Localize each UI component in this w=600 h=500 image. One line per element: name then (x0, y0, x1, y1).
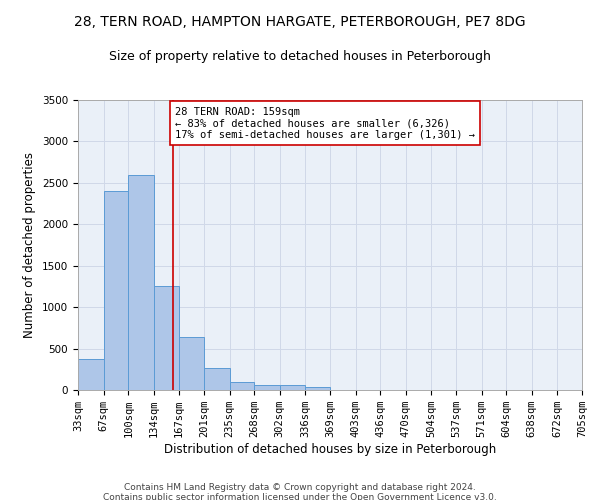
Text: Contains public sector information licensed under the Open Government Licence v3: Contains public sector information licen… (103, 492, 497, 500)
Bar (154, 286, 179, 390)
Bar (204, 368, 229, 390)
Bar (229, 382, 254, 390)
Bar (305, 386, 330, 390)
Bar (104, 191, 128, 390)
Bar (179, 337, 204, 390)
Bar (280, 386, 305, 390)
Y-axis label: Number of detached properties: Number of detached properties (23, 152, 37, 338)
Text: Size of property relative to detached houses in Peterborough: Size of property relative to detached ho… (109, 50, 491, 63)
Text: Contains HM Land Registry data © Crown copyright and database right 2024.: Contains HM Land Registry data © Crown c… (124, 482, 476, 492)
Text: 28 TERN ROAD: 159sqm
← 83% of detached houses are smaller (6,326)
17% of semi-de: 28 TERN ROAD: 159sqm ← 83% of detached h… (175, 106, 475, 140)
X-axis label: Distribution of detached houses by size in Peterborough: Distribution of detached houses by size … (164, 443, 496, 456)
Bar (128, 174, 154, 390)
Bar (254, 385, 280, 390)
Text: 28, TERN ROAD, HAMPTON HARGATE, PETERBOROUGH, PE7 8DG: 28, TERN ROAD, HAMPTON HARGATE, PETERBOR… (74, 15, 526, 29)
Bar (78, 358, 104, 390)
